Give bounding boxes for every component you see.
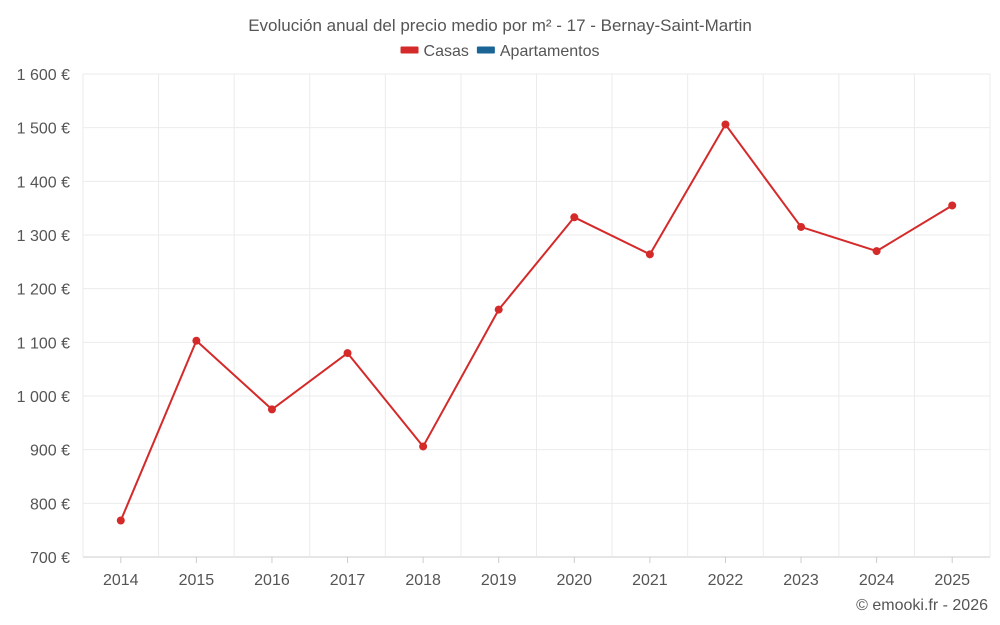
data-point[interactable] <box>721 120 730 129</box>
grid <box>82 73 991 558</box>
x-tick-label: 2016 <box>254 572 290 589</box>
y-tick-label: 1 300 € <box>17 228 70 245</box>
legend: Casas Apartamentos <box>400 43 600 60</box>
axes: 700 € 800 € 900 € 1 000 € 1 100 € 1 200 € 1 30… <box>17 67 970 589</box>
series-layer <box>116 120 957 525</box>
y-tick-label: 1 500 € <box>17 121 70 138</box>
x-tick-label: 2017 <box>330 572 366 589</box>
chart-title: Evolución anual del precio medio por m² … <box>248 16 752 35</box>
x-tick-label: 2018 <box>405 572 441 589</box>
legend-swatch <box>476 46 495 54</box>
y-tick-label: 800 € <box>30 496 70 513</box>
credit-text: © emooki.fr - 2026 <box>856 597 988 614</box>
data-point[interactable] <box>570 213 579 222</box>
x-tick-label: 2019 <box>481 572 517 589</box>
x-tick-label: 2015 <box>179 572 215 589</box>
y-tick-label: 1 200 € <box>17 282 70 299</box>
x-tick-label: 2022 <box>708 572 744 589</box>
x-tick-label: 2020 <box>556 572 592 589</box>
series-line-casas <box>119 123 953 521</box>
x-tick-label: 2014 <box>103 572 139 589</box>
data-point[interactable] <box>343 349 352 358</box>
legend-swatch <box>400 46 419 54</box>
data-point[interactable] <box>116 516 125 525</box>
y-tick-label: 700 € <box>30 550 70 567</box>
x-tick-label: 2025 <box>934 572 970 589</box>
data-point[interactable] <box>872 247 881 256</box>
data-point[interactable] <box>267 405 276 414</box>
data-point[interactable] <box>645 250 654 259</box>
y-tick-label: 1 600 € <box>17 67 70 84</box>
x-tick-label: 2023 <box>783 572 819 589</box>
data-point[interactable] <box>797 222 806 231</box>
data-point[interactable] <box>948 201 957 210</box>
x-tick-label: 2021 <box>632 572 668 589</box>
x-tick-label: 2024 <box>859 572 895 589</box>
legend-item-casas[interactable]: Casas <box>400 43 469 60</box>
data-point[interactable] <box>419 442 428 451</box>
legend-label: Apartamentos <box>500 43 600 60</box>
legend-item-apartamentos[interactable]: Apartamentos <box>476 43 600 60</box>
y-tick-label: 900 € <box>30 443 70 460</box>
data-point[interactable] <box>192 336 201 345</box>
legend-label: Casas <box>424 43 469 60</box>
y-tick-label: 1 400 € <box>17 174 70 191</box>
y-tick-label: 1 100 € <box>17 335 70 352</box>
y-tick-label: 1 000 € <box>17 389 70 406</box>
data-point[interactable] <box>494 305 503 314</box>
